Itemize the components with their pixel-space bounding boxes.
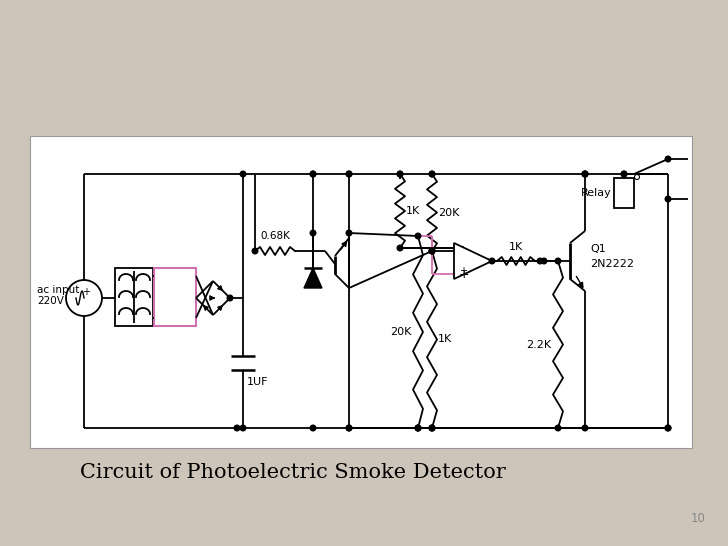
Text: 220V: 220V — [37, 296, 64, 306]
Text: 2N2222: 2N2222 — [590, 259, 634, 269]
Circle shape — [347, 171, 352, 177]
Circle shape — [582, 171, 587, 177]
Circle shape — [397, 171, 403, 177]
Text: +: + — [82, 287, 90, 297]
Circle shape — [252, 248, 258, 254]
Circle shape — [397, 171, 403, 177]
Circle shape — [430, 171, 435, 177]
Circle shape — [665, 156, 670, 162]
Circle shape — [621, 171, 627, 177]
Circle shape — [665, 196, 670, 202]
Text: 1K: 1K — [406, 206, 420, 216]
Circle shape — [430, 248, 435, 254]
Bar — [614, 178, 634, 208]
Circle shape — [397, 245, 403, 251]
Text: 1UF: 1UF — [247, 377, 269, 387]
Text: Circuit of Photoelectric Smoke Detector: Circuit of Photoelectric Smoke Detector — [80, 464, 506, 483]
Circle shape — [430, 248, 435, 254]
Circle shape — [234, 425, 240, 431]
Text: 20K: 20K — [438, 207, 459, 217]
Polygon shape — [304, 268, 322, 288]
Bar — [30, 136, 692, 448]
Circle shape — [430, 425, 435, 431]
Circle shape — [582, 171, 587, 177]
Circle shape — [555, 425, 561, 431]
Circle shape — [430, 248, 435, 254]
Circle shape — [537, 258, 543, 264]
Circle shape — [227, 295, 233, 301]
Text: Q1: Q1 — [590, 244, 606, 254]
Circle shape — [582, 425, 587, 431]
Text: Relay: Relay — [581, 188, 612, 198]
Circle shape — [665, 425, 670, 431]
Circle shape — [310, 171, 316, 177]
Circle shape — [430, 425, 435, 431]
Text: +: + — [459, 266, 467, 276]
Circle shape — [415, 425, 421, 431]
Circle shape — [621, 171, 627, 177]
Circle shape — [415, 425, 421, 431]
Circle shape — [310, 230, 316, 236]
Circle shape — [347, 171, 352, 177]
Circle shape — [240, 171, 246, 177]
Text: -: - — [459, 240, 464, 253]
Circle shape — [415, 425, 421, 431]
Circle shape — [555, 258, 561, 264]
Circle shape — [415, 233, 421, 239]
Text: 0.68K: 0.68K — [260, 231, 290, 241]
Circle shape — [489, 258, 495, 264]
Text: 1K: 1K — [509, 242, 523, 252]
Text: +: + — [459, 269, 470, 282]
Circle shape — [430, 425, 435, 431]
Bar — [115, 268, 153, 326]
Circle shape — [541, 258, 547, 264]
Circle shape — [347, 425, 352, 431]
Text: 20K: 20K — [390, 327, 411, 337]
Circle shape — [240, 425, 246, 431]
Text: ac input: ac input — [37, 285, 79, 295]
Circle shape — [310, 425, 316, 431]
Circle shape — [310, 171, 316, 177]
Text: 1K: 1K — [438, 335, 452, 345]
Text: 10: 10 — [691, 512, 706, 525]
Circle shape — [665, 425, 670, 431]
Polygon shape — [454, 243, 492, 279]
Circle shape — [347, 425, 352, 431]
Circle shape — [582, 171, 587, 177]
Text: 2.2K: 2.2K — [526, 340, 551, 349]
Circle shape — [347, 230, 352, 236]
Circle shape — [430, 171, 435, 177]
Bar — [154, 268, 196, 326]
